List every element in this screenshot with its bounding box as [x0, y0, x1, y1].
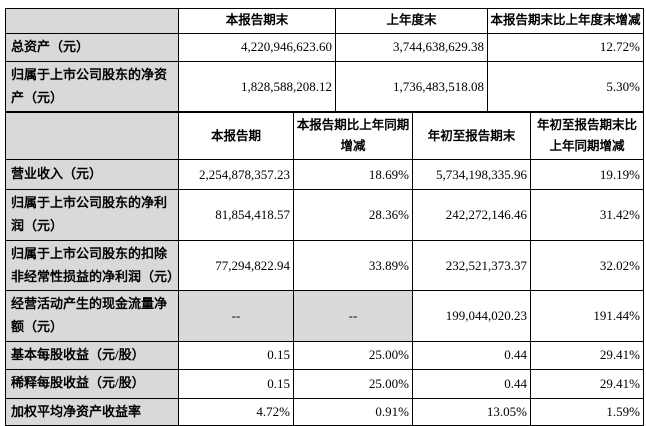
row-label-basic-eps: 基本每股收益（元/股）	[5, 340, 179, 370]
table-row: 营业收入（元） 2,254,878,357.23 18.69% 5,734,19…	[5, 159, 644, 191]
column-header-prior-year-end: 上年度末	[335, 8, 488, 34]
row-label-diluted-eps: 稀释每股收益（元/股）	[5, 368, 179, 399]
table-header-row: 本报告期末 上年度末 本报告期末比上年度末增减	[5, 8, 644, 34]
cell-value: 4,220,946,623.60	[178, 33, 336, 62]
cell-value: 12.72%	[487, 33, 644, 62]
period-end-table: 本报告期末 上年度末 本报告期末比上年度末增减 总资产（元） 4,220,946…	[5, 8, 644, 113]
column-header-change-vs-prior-year-end: 本报告期末比上年度末增减	[487, 8, 644, 34]
cell-value: 1,828,588,208.12	[178, 60, 336, 113]
cell-value: 1.59%	[530, 397, 644, 426]
table-row: 归属于上市公司股东的扣除非经常性损益的净利润（元） 77,294,822.94 …	[5, 239, 644, 292]
cell-value: 232,521,373.37	[412, 239, 531, 292]
column-header-current-period-end: 本报告期末	[178, 8, 336, 34]
table-row: 归属于上市公司股东的净利润（元） 81,854,418.57 28.36% 24…	[5, 189, 644, 241]
cell-value: 13.05%	[412, 397, 531, 426]
row-label-operating-revenue: 营业收入（元）	[5, 159, 179, 191]
table-row: 稀释每股收益（元/股） 0.15 25.00% 0.44 29.41%	[5, 368, 644, 399]
table-row: 归属于上市公司股东的净资产（元） 1,828,588,208.12 1,736,…	[5, 60, 644, 113]
cell-value: 5.30%	[487, 60, 644, 113]
cell-value: 0.15	[178, 368, 294, 399]
corner-blank-cell	[5, 8, 179, 34]
column-header-change-vs-prior-period: 本报告期比上年同期增减	[293, 112, 413, 161]
corner-blank-cell	[5, 112, 179, 161]
cell-value: 4.72%	[178, 397, 294, 426]
cell-value-na: --	[178, 290, 294, 342]
cell-value: 0.15	[178, 340, 294, 370]
cell-value: 19.19%	[530, 159, 644, 191]
row-label-total-assets: 总资产（元）	[5, 33, 179, 62]
row-label-operating-cash-flow: 经营活动产生的现金流量净额（元）	[5, 290, 179, 342]
column-header-year-to-date: 年初至报告期末	[412, 112, 531, 161]
cell-value: 2,254,878,357.23	[178, 159, 294, 191]
cell-value: 81,854,418.57	[178, 189, 294, 241]
cell-value: 5,734,198,335.96	[412, 159, 531, 191]
table-row: 基本每股收益（元/股） 0.15 25.00% 0.44 29.41%	[5, 340, 644, 370]
cell-value: 31.42%	[530, 189, 644, 241]
cell-value: 25.00%	[293, 340, 413, 370]
cell-value: 0.44	[412, 340, 531, 370]
column-header-ytd-change: 年初至报告期末比上年同期增减	[530, 112, 644, 161]
row-label-net-profit-excl-nonrecurring: 归属于上市公司股东的扣除非经常性损益的净利润（元）	[5, 239, 179, 292]
cell-value: 3,744,638,629.38	[335, 33, 488, 62]
cell-value: 199,044,020.23	[412, 290, 531, 342]
period-table: 本报告期 本报告期比上年同期增减 年初至报告期末 年初至报告期末比上年同期增减 …	[5, 112, 644, 426]
cell-value: 32.02%	[530, 239, 644, 292]
cell-value: 0.44	[412, 368, 531, 399]
financial-report-page: 本报告期末 上年度末 本报告期末比上年度末增减 总资产（元） 4,220,946…	[5, 8, 644, 426]
table-row: 总资产（元） 4,220,946,623.60 3,744,638,629.38…	[5, 33, 644, 62]
cell-value: 25.00%	[293, 368, 413, 399]
cell-value: 1,736,483,518.08	[335, 60, 488, 113]
cell-value: 18.69%	[293, 159, 413, 191]
cell-value: 28.36%	[293, 189, 413, 241]
cell-value: 0.91%	[293, 397, 413, 426]
cell-value-na: --	[293, 290, 413, 342]
row-label-net-profit: 归属于上市公司股东的净利润（元）	[5, 189, 179, 241]
cell-value: 33.89%	[293, 239, 413, 292]
row-label-weighted-avg-roe: 加权平均净资产收益率	[5, 397, 179, 426]
cell-value: 29.41%	[530, 368, 644, 399]
cell-value: 29.41%	[530, 340, 644, 370]
row-label-net-assets: 归属于上市公司股东的净资产（元）	[5, 60, 179, 113]
cell-value: 242,272,146.46	[412, 189, 531, 241]
table-row: 经营活动产生的现金流量净额（元） -- -- 199,044,020.23 19…	[5, 290, 644, 342]
table-header-row: 本报告期 本报告期比上年同期增减 年初至报告期末 年初至报告期末比上年同期增减	[5, 112, 644, 161]
cell-value: 191.44%	[530, 290, 644, 342]
cell-value: 77,294,822.94	[178, 239, 294, 292]
column-header-current-period: 本报告期	[178, 112, 294, 161]
table-row: 加权平均净资产收益率 4.72% 0.91% 13.05% 1.59%	[5, 397, 644, 426]
